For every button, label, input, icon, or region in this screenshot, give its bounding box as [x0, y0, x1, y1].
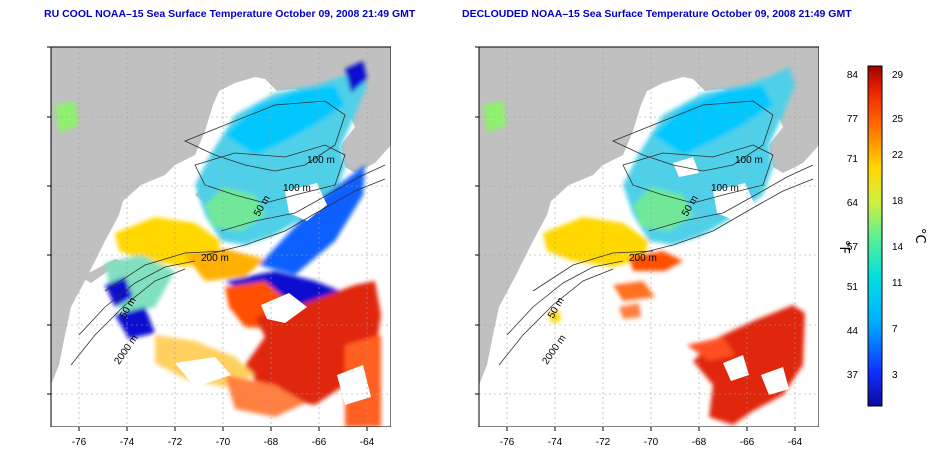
x-tick-label: -76	[72, 437, 87, 448]
right-x-axis: -76 -74 -72 -70 -68 -66 -64	[500, 427, 803, 448]
fahrenheit-unit: °F	[836, 240, 851, 254]
fahrenheit-tick: 37	[847, 370, 859, 381]
celsius-tick: 29	[892, 70, 904, 81]
celsius-tick: 11	[892, 278, 903, 289]
contour-label: 200 m	[201, 253, 229, 264]
x-tick-label: -72	[168, 437, 183, 448]
fahrenheit-tick: 84	[847, 70, 859, 81]
fahrenheit-tick: 44	[847, 326, 859, 337]
celsius-unit: °C	[912, 228, 927, 244]
celsius-tick: 18	[892, 196, 904, 207]
x-tick-label: -70	[644, 437, 659, 448]
celsius-tick: 14	[892, 242, 904, 253]
fahrenheit-tick: 57	[847, 242, 859, 253]
left-map-title: RU COOL NOAA–15 Sea Surface Temperature …	[44, 8, 416, 20]
x-tick-label: -66	[312, 437, 327, 448]
land-mass	[51, 47, 391, 385]
contour-label: 100 m	[711, 183, 739, 194]
contour-label: 200 m	[629, 253, 657, 264]
fahrenheit-tick: 71	[847, 154, 859, 165]
contour-label: 100 m	[283, 183, 311, 194]
temperature-colorbar: 84 77 71 64 57 51 44 37 29 25 22 18 14 1…	[820, 60, 930, 420]
celsius-tick: 25	[892, 114, 904, 125]
celsius-tick: 7	[892, 324, 898, 335]
x-tick-label: -68	[264, 437, 279, 448]
x-tick-label: -76	[500, 437, 515, 448]
celsius-tick: 3	[892, 370, 898, 381]
land-mass	[479, 47, 819, 385]
declouded-sst-map: 100 m 100 m 50 m 200 m 50 m 2000 m 46 44…	[473, 45, 819, 427]
x-tick-label: -64	[360, 437, 375, 448]
x-tick-label: -70	[216, 437, 231, 448]
x-tick-label: -66	[740, 437, 755, 448]
fahrenheit-tick: 77	[847, 114, 859, 125]
fahrenheit-tick: 64	[847, 198, 859, 209]
x-tick-label: -64	[788, 437, 803, 448]
x-tick-label: -74	[548, 437, 563, 448]
colorbar-gradient	[867, 65, 883, 407]
celsius-tick: 22	[892, 150, 904, 161]
contour-label: 100 m	[307, 155, 335, 166]
left-x-axis: -76 -74 -72 -70 -68 -66 -64	[72, 427, 375, 448]
right-map-title: DECLOUDED NOAA–15 Sea Surface Temperatur…	[462, 8, 852, 20]
raw-sst-map: 100 m 100 m 50 m 200 m 50 m 2000 m 46 44…	[45, 45, 391, 427]
x-tick-label: -68	[692, 437, 707, 448]
fahrenheit-tick: 51	[847, 282, 859, 293]
x-tick-label: -74	[120, 437, 135, 448]
contour-label: 100 m	[735, 155, 763, 166]
x-tick-label: -72	[596, 437, 611, 448]
